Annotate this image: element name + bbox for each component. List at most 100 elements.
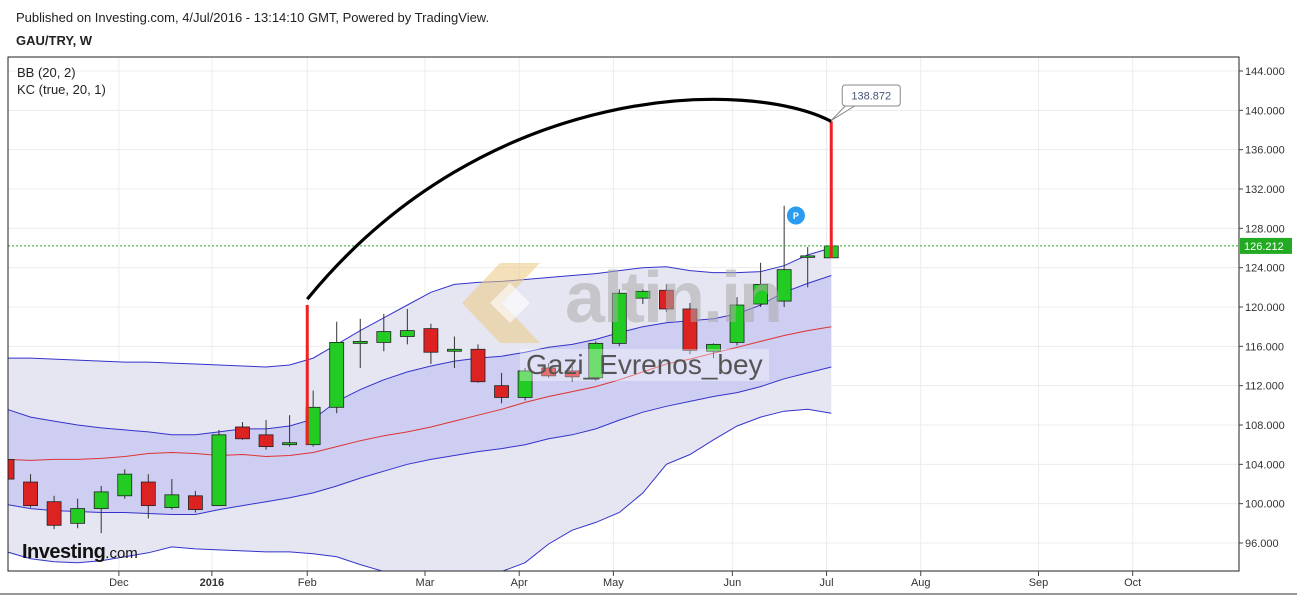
candle-up[interactable] — [93, 485, 109, 534]
y-tick-label: 96.000 — [1245, 538, 1279, 550]
watermark-logo — [462, 263, 540, 343]
candle-body — [800, 255, 816, 258]
candle-body — [635, 290, 651, 299]
candle-up[interactable] — [211, 429, 227, 507]
candle-body — [376, 331, 392, 343]
candle-body — [8, 459, 15, 480]
candle-body — [70, 508, 86, 524]
candle-body — [447, 348, 462, 352]
arc-annotation — [306, 97, 833, 301]
candle-down[interactable] — [659, 284, 674, 312]
candle-up[interactable] — [376, 313, 392, 352]
candle-body — [235, 426, 250, 440]
candle-down[interactable] — [23, 474, 38, 508]
candle-up[interactable] — [282, 415, 298, 447]
candle-down[interactable] — [541, 363, 557, 378]
candle-up[interactable] — [447, 336, 462, 368]
x-tick-label: Apr — [511, 577, 528, 589]
x-tick-label: Aug — [911, 577, 931, 589]
y-axis: 144.000 140.000 136.000 132.000 128.000 124.0… — [1239, 66, 1292, 550]
candle-body — [329, 341, 345, 408]
candle-up[interactable] — [776, 205, 792, 307]
x-tick-label: Jun — [723, 577, 741, 589]
current-price-tag[interactable] — [1240, 237, 1292, 254]
candle-body — [729, 304, 745, 343]
candle-down[interactable] — [682, 303, 698, 355]
candle-up[interactable] — [611, 289, 627, 347]
candle-up[interactable] — [588, 341, 604, 381]
candle-down[interactable] — [187, 490, 203, 513]
candle-up[interactable] — [352, 318, 368, 368]
y-tick-label: 116.000 — [1245, 341, 1284, 353]
symbol-title: GAU/TRY, W — [16, 33, 93, 48]
candle-up[interactable] — [305, 390, 321, 447]
candle-down[interactable] — [140, 474, 156, 519]
kc-lower-line — [8, 366, 832, 515]
candle-body — [470, 348, 486, 383]
logo-suffix: .com — [105, 545, 138, 562]
indicator-kc-label[interactable]: KC (true, 20, 1) — [17, 82, 106, 97]
x-tick-label: Feb — [298, 577, 317, 589]
pattern-marker-label: P — [793, 211, 799, 221]
candle-body — [706, 343, 721, 352]
y-tick-label: 108.000 — [1245, 420, 1285, 432]
y-tick-label: 128.000 — [1245, 223, 1285, 235]
candle-down[interactable] — [470, 344, 486, 383]
candle-body — [93, 491, 109, 509]
candle-up[interactable] — [164, 479, 180, 510]
candle-body — [564, 370, 580, 378]
candle-body — [117, 473, 133, 497]
candle-body — [588, 342, 604, 379]
candle-up[interactable] — [635, 289, 651, 305]
candle-up[interactable] — [517, 367, 533, 401]
basis-line — [8, 326, 832, 461]
candle-body — [140, 481, 156, 507]
callout-box[interactable] — [841, 84, 901, 107]
candle-down[interactable] — [46, 495, 62, 530]
candle-down[interactable] — [258, 420, 274, 450]
candle-up[interactable] — [70, 498, 86, 529]
x-axis: Dec 2016 Feb Mar Apr May Jun Jul Aug Sep Oct — [0, 571, 1297, 595]
y-tick-label: 124.000 — [1245, 263, 1285, 275]
y-tick-label: 136.000 — [1245, 145, 1285, 157]
bb-lower-line — [8, 408, 832, 571]
candle-body — [682, 308, 698, 351]
candle-down[interactable] — [0, 455, 15, 480]
indicator-bb-label[interactable]: BB (20, 2) — [17, 65, 76, 80]
candle-up[interactable] — [729, 297, 745, 346]
pattern-marker[interactable] — [786, 206, 805, 225]
x-tick-label: Mar — [416, 577, 435, 589]
y-tick-label: 112.000 — [1245, 381, 1284, 393]
candle-down[interactable] — [494, 372, 509, 404]
plot-border — [7, 56, 1240, 572]
x-tick-label: May — [603, 577, 624, 589]
candle-body — [352, 341, 368, 344]
candle-up[interactable] — [399, 308, 415, 345]
y-tick-label: 140.000 — [1245, 105, 1285, 117]
candle-body — [258, 434, 274, 448]
candle-down[interactable] — [564, 366, 580, 382]
candle-up[interactable] — [117, 469, 133, 499]
candle-body — [517, 370, 533, 398]
candle-down[interactable] — [423, 323, 439, 365]
candle-up[interactable] — [753, 262, 768, 307]
y-tick-label: 104.000 — [1245, 459, 1285, 471]
candle-body — [753, 283, 768, 305]
x-tick-label: 2016 — [200, 577, 224, 589]
candle-up[interactable] — [329, 321, 345, 414]
candles-layer — [0, 205, 839, 534]
current-price-label: 126.212 — [1244, 241, 1284, 253]
candle-body — [776, 269, 792, 302]
investing-logo: Investing.com — [22, 541, 138, 564]
y-tick-label: 120.000 — [1245, 302, 1285, 314]
candle-up[interactable] — [706, 343, 721, 359]
candle-body — [23, 481, 38, 507]
candle-body — [282, 442, 298, 446]
x-tick-label: Jul — [820, 577, 834, 589]
callout-value: 138.872 — [851, 91, 891, 103]
y-tick-label: 144.000 — [1245, 66, 1285, 78]
candle-body — [611, 292, 627, 344]
candle-down[interactable] — [235, 422, 250, 440]
candle-up[interactable] — [800, 247, 816, 288]
